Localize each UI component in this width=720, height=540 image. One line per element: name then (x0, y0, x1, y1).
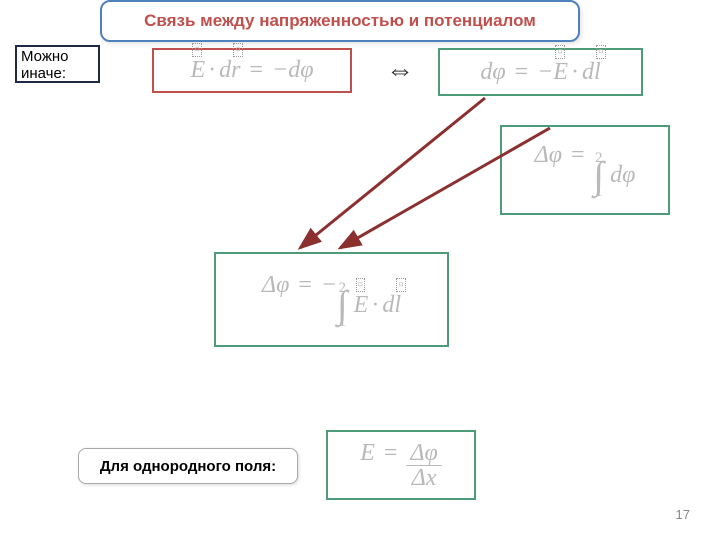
label-alt-way: Можно иначе: (15, 45, 100, 83)
uniform-field-caption: Для однородного поля: (78, 448, 298, 484)
formula-2: dφ = −E▫·dl▫ (480, 59, 600, 86)
page-number: 17 (676, 507, 690, 522)
formula-4: Δφ = −2∫1 E▫·dl▫ (262, 272, 401, 328)
equation-int-edl: Δφ = −2∫1 E▫·dl▫ (214, 252, 449, 347)
bi-arrow-icon: ⇔ (386, 55, 414, 87)
equation-uniform-field: E = ΔφΔx (326, 430, 476, 500)
title-banner: Связь между напряженностью и потенциалом (100, 0, 580, 42)
equation-dphi: dφ = −E▫·dl▫ (438, 48, 643, 96)
formula-3: Δφ = 2∫1 dφ (535, 142, 636, 198)
equation-e-dot-dr: E▫·dr▫ = −dφ (152, 48, 352, 93)
equation-int-dphi: Δφ = 2∫1 dφ (500, 125, 670, 215)
formula-5: E = ΔφΔx (360, 440, 442, 490)
arrow-1 (300, 98, 485, 248)
title-text: Связь между напряженностью и потенциалом (144, 12, 536, 30)
formula-1: E▫·dr▫ = −dφ (190, 57, 313, 84)
uniform-field-text: Для однородного поля: (100, 458, 276, 475)
